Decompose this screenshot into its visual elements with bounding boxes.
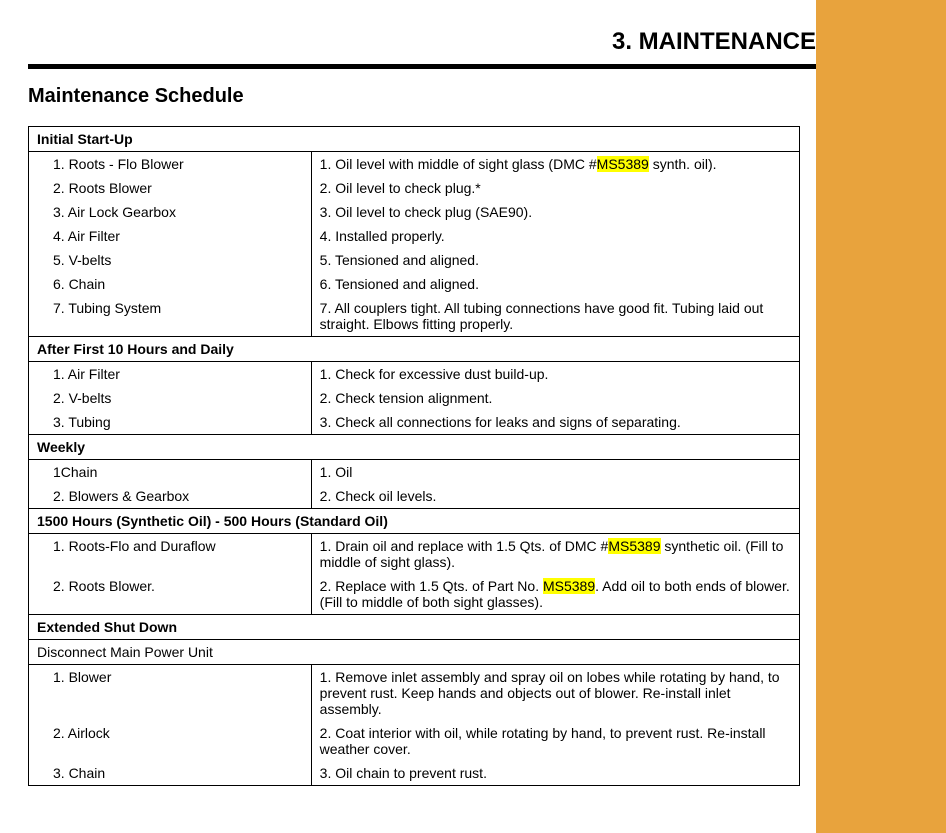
table-row: 6. Chain 6. Tensioned and aligned. [29, 272, 800, 296]
item-action-cell: 1. Drain oil and replace with 1.5 Qts. o… [311, 534, 799, 575]
item-name-cell: 2. Roots Blower [29, 176, 312, 200]
item-action-text: 2. Check oil levels. [320, 488, 791, 504]
item-action-cell: 4. Installed properly. [311, 224, 799, 248]
table-row: 3. Air Lock Gearbox 3. Oil level to check… [29, 200, 800, 224]
item-name-cell: 2. Airlock [29, 721, 312, 761]
group-header-row: Extended Shut Down [29, 615, 800, 640]
item-name-cell: 1. Air Filter [29, 362, 312, 387]
item-action-cell: 3. Oil level to check plug (SAE90). [311, 200, 799, 224]
item-action-text: 1. Check for excessive dust build-up. [320, 366, 791, 382]
item-action-cell: 1. Oil [311, 460, 799, 485]
group-header-cell: After First 10 Hours and Daily [29, 337, 800, 362]
group-note-row: Disconnect Main Power Unit [29, 640, 800, 665]
highlighted-part-number: MS5389 [543, 578, 595, 594]
group-header-row: Initial Start-Up [29, 127, 800, 152]
section-title: Maintenance Schedule [28, 85, 816, 108]
item-action-text: 1. Drain oil and replace with 1.5 Qts. o… [320, 538, 791, 570]
table-row: 5. V-belts 5. Tensioned and aligned. [29, 248, 800, 272]
item-action-cell: 3. Oil chain to prevent rust. [311, 761, 799, 786]
item-action-cell: 2. Coat interior with oil, while rotatin… [311, 721, 799, 761]
item-action-text: 2. Check tension alignment. [320, 390, 791, 406]
item-action-text: 1. Remove inlet assembly and spray oil o… [320, 669, 791, 717]
group-header-row: After First 10 Hours and Daily [29, 337, 800, 362]
page: 3. MAINTENANCE Maintenance Schedule Init… [0, 0, 946, 833]
item-name-cell: 1. Roots-Flo and Duraflow [29, 534, 312, 575]
item-action-cell: 3. Check all connections for leaks and s… [311, 410, 799, 435]
item-name-cell: 1. Roots - Flo Blower [29, 152, 312, 177]
highlighted-part-number: MS5389 [608, 538, 660, 554]
item-action-text: 1. Oil [320, 464, 791, 480]
group-header-cell: Extended Shut Down [29, 615, 800, 640]
table-row: 1. Roots - Flo Blower 1. Oil level with m… [29, 152, 800, 177]
table-row: 7. Tubing System7. All couplers tight. A… [29, 296, 800, 337]
table-row: 3. Chain 3. Oil chain to prevent rust. [29, 761, 800, 786]
item-action-text: 3. Check all connections for leaks and s… [320, 414, 791, 430]
item-action-text: 2. Coat interior with oil, while rotatin… [320, 725, 791, 757]
item-action-cell: 2. Replace with 1.5 Qts. of Part No. MS5… [311, 574, 799, 615]
table-row: 4. Air Filter 4. Installed properly. [29, 224, 800, 248]
table-row: 2. Blowers & Gearbox 2. Check oil levels. [29, 484, 800, 509]
item-action-cell: 2. Oil level to check plug.* [311, 176, 799, 200]
item-name-cell: 3. Chain [29, 761, 312, 786]
item-name-cell: 1. Blower [29, 665, 312, 722]
item-name-cell: 2. V-belts [29, 386, 312, 410]
header-rule [28, 64, 816, 69]
item-action-cell: 5. Tensioned and aligned. [311, 248, 799, 272]
item-action-cell: 1. Check for excessive dust build-up. [311, 362, 799, 387]
item-action-text: 4. Installed properly. [320, 228, 791, 244]
item-action-cell: 2. Check oil levels. [311, 484, 799, 509]
item-action-cell: 1. Remove inlet assembly and spray oil o… [311, 665, 799, 722]
chapter-title: 3. MAINTENANCE [28, 0, 816, 56]
item-action-cell: 1. Oil level with middle of sight glass … [311, 152, 799, 177]
group-note-cell: Disconnect Main Power Unit [29, 640, 800, 665]
table-row: 3. Tubing 3. Check all connections for le… [29, 410, 800, 435]
item-name-cell: 7. Tubing System [29, 296, 312, 337]
item-name-cell: 2. Roots Blower. [29, 574, 312, 615]
maintenance-schedule-table: Initial Start-Up1. Roots - Flo Blower1. … [28, 126, 800, 786]
group-header-cell: 1500 Hours (Synthetic Oil) - 500 Hours (… [29, 509, 800, 534]
side-accent-bar [816, 0, 946, 833]
group-header-cell: Initial Start-Up [29, 127, 800, 152]
item-name-cell: 3. Tubing [29, 410, 312, 435]
item-action-text: 5. Tensioned and aligned. [320, 252, 791, 268]
table-row: 1. Air Filter 1. Check for excessive dust… [29, 362, 800, 387]
item-name-cell: 5. V-belts [29, 248, 312, 272]
item-action-text: 3. Oil chain to prevent rust. [320, 765, 791, 781]
item-action-text: 2. Replace with 1.5 Qts. of Part No. MS5… [320, 578, 791, 610]
table-row: 2. Roots Blower 2. Oil level to check plu… [29, 176, 800, 200]
item-name-cell: 6. Chain [29, 272, 312, 296]
item-action-text: 6. Tensioned and aligned. [320, 276, 791, 292]
table-row: 2. Airlock2. Coat interior with oil, whi… [29, 721, 800, 761]
item-action-cell: 6. Tensioned and aligned. [311, 272, 799, 296]
group-header-row: 1500 Hours (Synthetic Oil) - 500 Hours (… [29, 509, 800, 534]
item-action-cell: 7. All couplers tight. All tubing connec… [311, 296, 799, 337]
content-area: 3. MAINTENANCE Maintenance Schedule Init… [0, 0, 816, 786]
item-action-text: 7. All couplers tight. All tubing connec… [320, 300, 791, 332]
item-name-cell: 4. Air Filter [29, 224, 312, 248]
highlighted-part-number: MS5389 [597, 156, 649, 172]
item-name-cell: 3. Air Lock Gearbox [29, 200, 312, 224]
table-row: 2. V-belts 2. Check tension alignment. [29, 386, 800, 410]
group-header-row: Weekly [29, 435, 800, 460]
item-action-text: 1. Oil level with middle of sight glass … [320, 156, 791, 172]
item-action-cell: 2. Check tension alignment. [311, 386, 799, 410]
table-row: 2. Roots Blower.2. Replace with 1.5 Qts.… [29, 574, 800, 615]
table-row: 1Chain 1. Oil [29, 460, 800, 485]
item-action-text: 3. Oil level to check plug (SAE90). [320, 204, 791, 220]
group-header-cell: Weekly [29, 435, 800, 460]
item-name-cell: 1Chain [29, 460, 312, 485]
item-name-cell: 2. Blowers & Gearbox [29, 484, 312, 509]
table-body: Initial Start-Up1. Roots - Flo Blower1. … [29, 127, 800, 786]
table-row: 1. Blower1. Remove inlet assembly and sp… [29, 665, 800, 722]
item-action-text: 2. Oil level to check plug.* [320, 180, 791, 196]
table-row: 1. Roots-Flo and Duraflow1. Drain oil an… [29, 534, 800, 575]
